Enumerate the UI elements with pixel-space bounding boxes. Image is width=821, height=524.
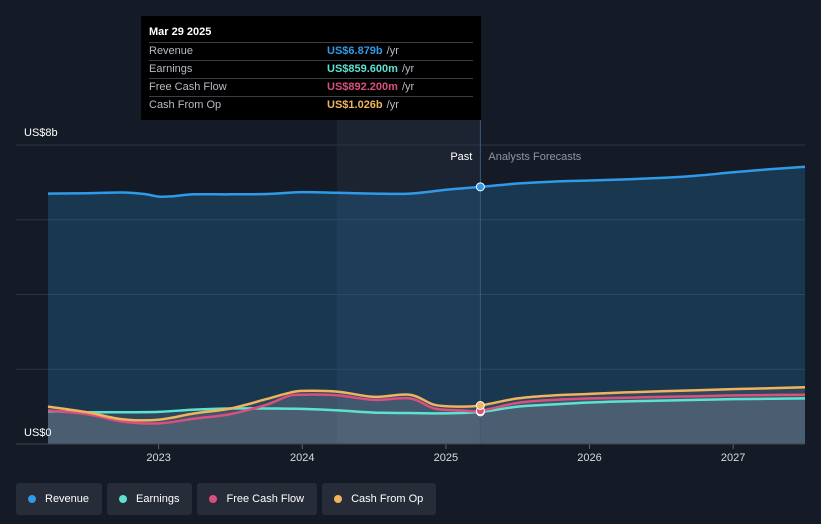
tooltip-row-free-cash-flow: Free Cash Flow US$892.200m /yr xyxy=(149,78,473,96)
legend-item-cash-from-op[interactable]: Cash From Op xyxy=(322,483,437,515)
legend-label: Cash From Op xyxy=(351,493,424,505)
marker-revenue xyxy=(475,182,485,192)
legend-dot-icon xyxy=(119,495,128,503)
tooltip-row-revenue: Revenue US$6.879b /yr xyxy=(149,42,473,60)
tooltip-label: Earnings xyxy=(149,63,193,75)
x-axis-ticks: 2023 2024 2025 2026 2027 xyxy=(16,443,805,464)
past-region-shade xyxy=(336,120,481,444)
area-earnings xyxy=(48,398,805,444)
tooltip-row-earnings: Earnings US$859.600m /yr xyxy=(149,60,473,78)
y-axis-bottom-label: US$0 xyxy=(24,427,52,439)
line-revenue xyxy=(47,165,806,199)
tooltip-value: US$1.026b xyxy=(327,99,383,111)
line-free-cash-flow xyxy=(47,393,806,425)
tooltip-label: Cash From Op xyxy=(149,99,222,111)
tooltip-unit: /yr xyxy=(386,99,399,111)
tooltip-date: Mar 29 2025 xyxy=(149,26,212,38)
legend-item-earnings[interactable]: Earnings xyxy=(107,483,193,515)
tooltip-unit: /yr xyxy=(386,45,399,57)
line-earnings xyxy=(47,397,806,415)
x-tick-label: 2023 xyxy=(146,452,170,464)
y-axis-top-label: US$8b xyxy=(24,127,58,139)
line-cash-from-op xyxy=(47,385,806,422)
series-lines xyxy=(47,165,806,425)
forecast-label: Analysts Forecasts xyxy=(488,151,581,163)
x-tick-label: 2026 xyxy=(577,452,601,464)
tooltip-row-cash-from-op: Cash From Op US$1.026b /yr xyxy=(149,96,473,114)
legend-dot-icon xyxy=(209,495,218,503)
x-tick-label: 2024 xyxy=(290,452,314,464)
tooltip-value: US$859.600m xyxy=(327,63,398,75)
legend-label: Revenue xyxy=(45,493,90,505)
tooltip-value: US$892.200m xyxy=(327,81,398,93)
legend-dot-icon xyxy=(334,495,343,503)
tooltip-label: Revenue xyxy=(149,45,194,57)
legend-item-revenue[interactable]: Revenue xyxy=(16,483,103,515)
marker-cash-from-op xyxy=(475,401,485,411)
tooltip-markers xyxy=(475,182,485,417)
past-label: Past xyxy=(450,151,472,163)
legend: Revenue Earnings Free Cash Flow Cash Fro… xyxy=(16,483,437,515)
legend-item-free-cash-flow[interactable]: Free Cash Flow xyxy=(197,483,318,515)
series-areas xyxy=(48,166,805,444)
area-revenue xyxy=(48,166,805,444)
tooltip-unit: /yr xyxy=(401,81,415,93)
x-tick-label: 2025 xyxy=(434,452,458,464)
tooltip: Mar 29 2025 Revenue US$6.879b /yr Earnin… xyxy=(141,16,481,120)
x-tick-label: 2027 xyxy=(721,452,745,464)
legend-label: Earnings xyxy=(136,493,180,505)
legend-dot-icon xyxy=(28,495,36,503)
tooltip-value: US$6.879b xyxy=(327,45,383,57)
area-free-cash-flow xyxy=(48,394,805,444)
tooltip-unit: /yr xyxy=(401,63,415,75)
tooltip-label: Free Cash Flow xyxy=(149,81,227,93)
legend-label: Free Cash Flow xyxy=(226,493,305,505)
